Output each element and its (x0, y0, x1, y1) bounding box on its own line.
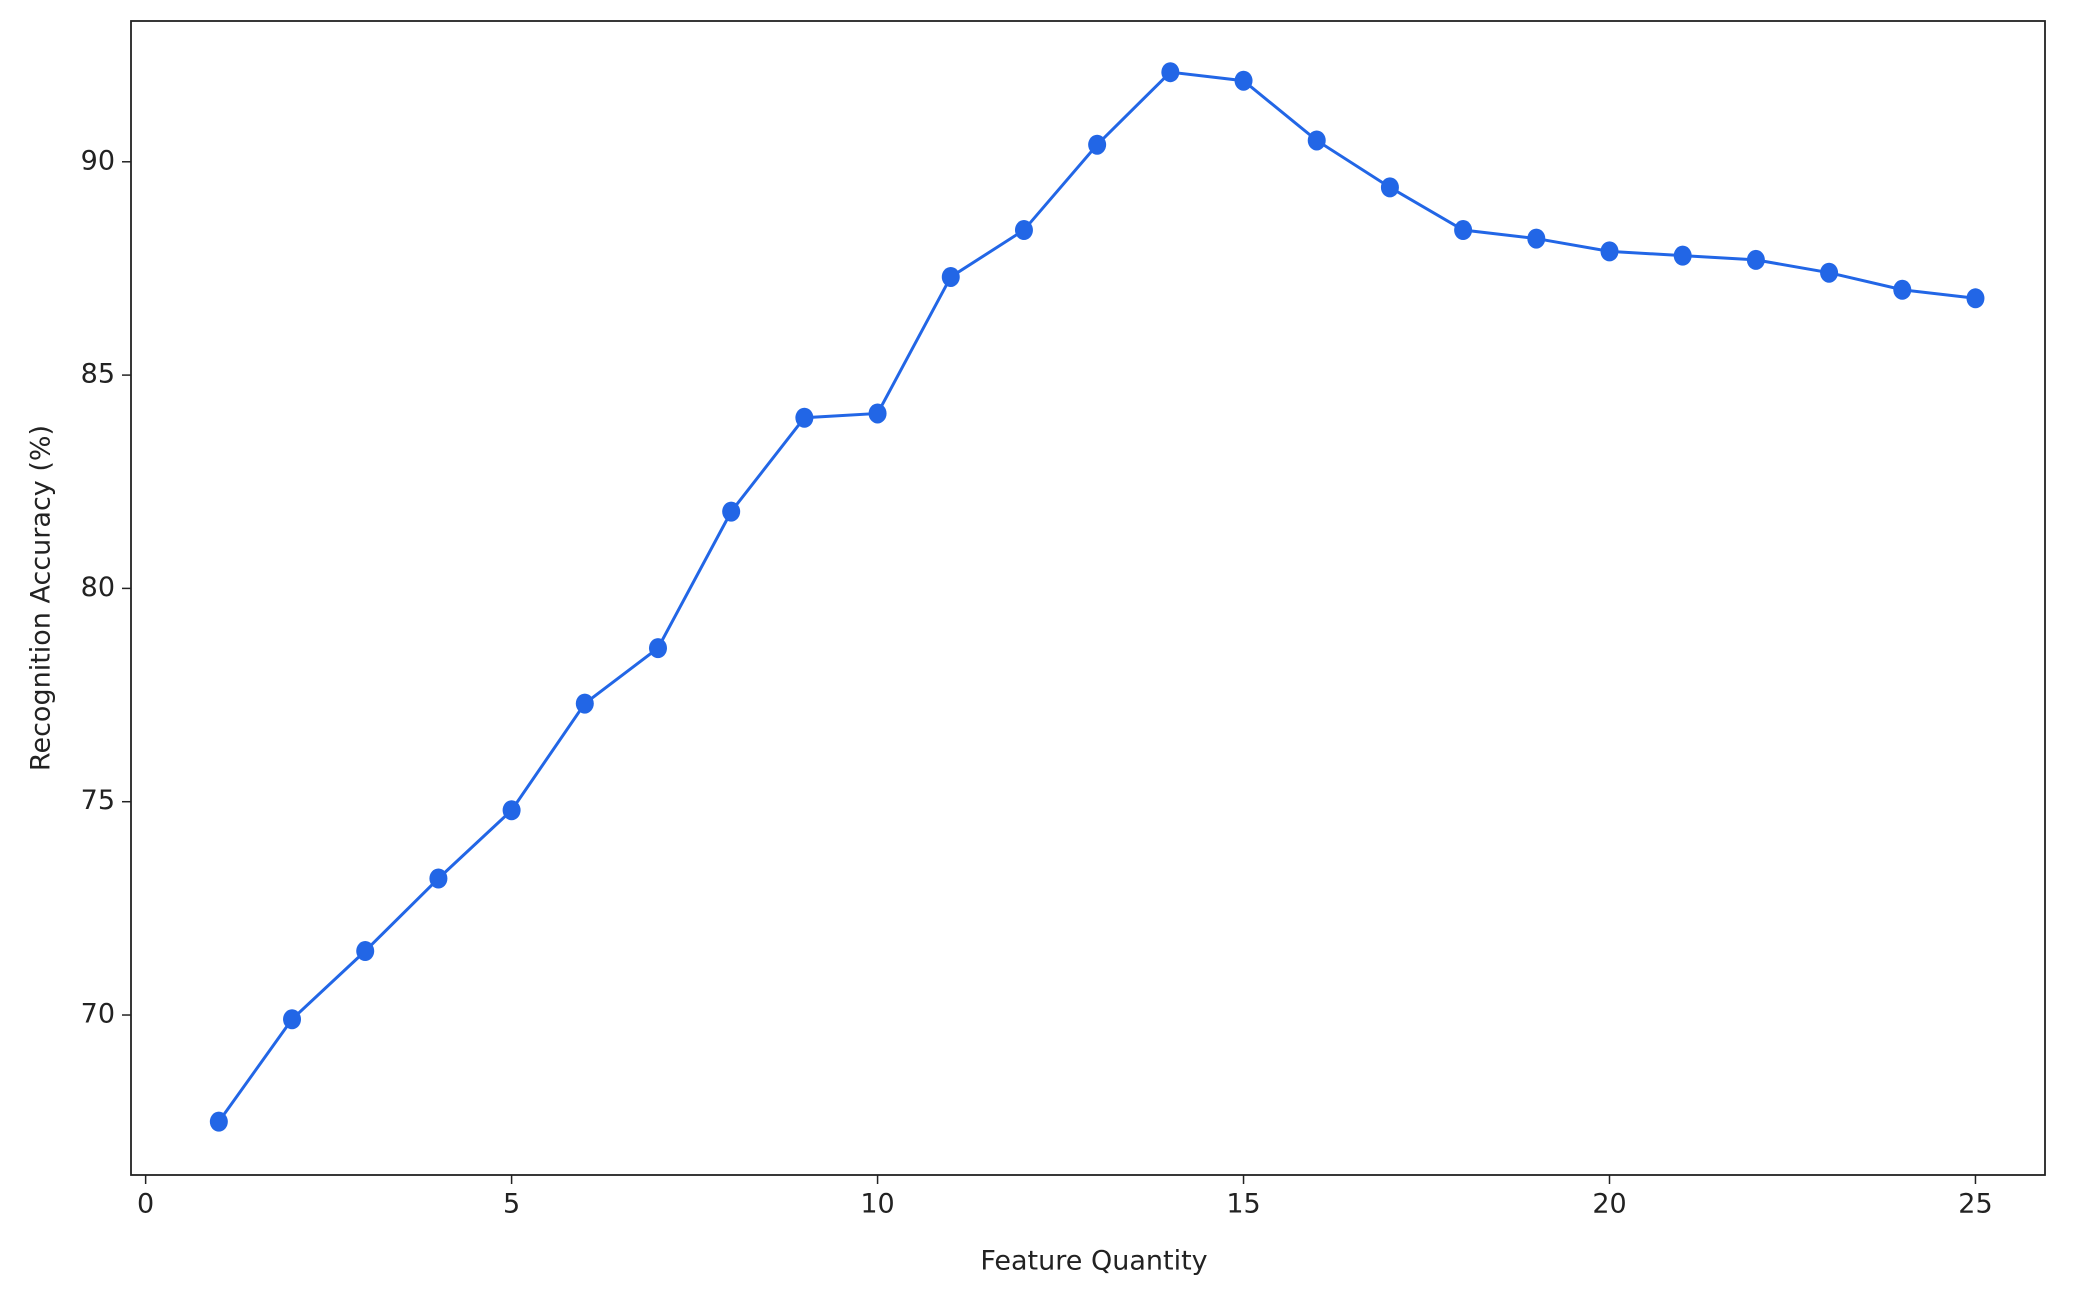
marker (1820, 262, 1839, 283)
marker (1454, 220, 1473, 241)
marker (1966, 288, 1985, 309)
marker (356, 941, 375, 962)
marker (283, 1009, 302, 1030)
marker (1600, 241, 1619, 262)
y-tick-label: 75 (81, 785, 115, 816)
marker (1234, 70, 1253, 91)
x-tick-label: 15 (1226, 1189, 1260, 1220)
marker (575, 693, 594, 714)
x-tick-label: 20 (1592, 1189, 1626, 1220)
y-tick-label: 80 (81, 572, 115, 603)
marker (209, 1111, 228, 1132)
marker (1307, 130, 1326, 151)
marker (1161, 62, 1180, 83)
y-tick-label: 85 (81, 359, 115, 390)
marker (1893, 279, 1912, 300)
y-tick-label: 70 (81, 999, 115, 1030)
marker (1380, 177, 1399, 198)
line (217, 70, 1976, 1123)
y-axis-label: Recognition Accuracy (%) (26, 425, 57, 771)
marker (648, 638, 667, 659)
x-tick-label: 25 (1958, 1189, 1992, 1220)
x-tick-label: 5 (503, 1189, 520, 1220)
y-tick-label: 90 (81, 145, 115, 176)
plot-frame (130, 20, 2046, 1176)
x-axis-label: Feature Quantity (980, 1246, 1207, 1277)
marker (502, 800, 521, 821)
marker (429, 868, 448, 889)
marker (1746, 249, 1765, 270)
x-tick-label: 0 (137, 1189, 154, 1220)
marker (795, 407, 814, 428)
marker (1527, 228, 1546, 249)
marker (722, 501, 741, 522)
marker (1014, 220, 1033, 241)
marker (1088, 134, 1107, 155)
x-tick-label: 10 (860, 1189, 894, 1220)
marker (1673, 245, 1692, 266)
marker (868, 403, 887, 424)
marker (941, 266, 960, 287)
